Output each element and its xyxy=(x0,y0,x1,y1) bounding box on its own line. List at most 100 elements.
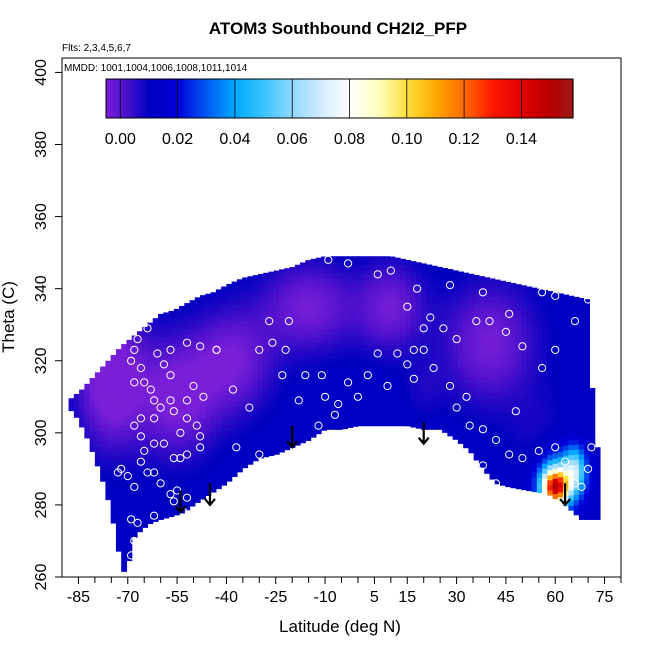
heatmap-cell xyxy=(468,427,475,434)
heatmap-cell xyxy=(173,317,180,324)
heatmap-cell xyxy=(252,374,259,381)
heatmap-cell xyxy=(594,473,601,480)
heatmap-cell xyxy=(247,292,254,299)
heatmap-cell xyxy=(257,273,264,277)
heatmap-cell xyxy=(452,358,459,365)
heatmap-cell xyxy=(394,309,401,316)
heatmap-cell xyxy=(136,331,143,336)
heatmap-cell xyxy=(389,390,396,396)
heatmap-cell xyxy=(473,274,480,279)
heatmap-cell xyxy=(189,410,196,416)
heatmap-cell xyxy=(294,303,301,310)
heatmap-cell xyxy=(489,388,496,394)
heatmap-cell xyxy=(115,546,122,552)
heatmap-cell xyxy=(147,457,154,464)
heatmap-cell xyxy=(231,360,238,366)
heatmap-cell xyxy=(499,424,506,431)
heatmap-cell xyxy=(510,321,517,327)
heatmap-cell xyxy=(205,354,212,360)
heatmap-cell xyxy=(152,379,159,386)
heatmap-cell xyxy=(273,270,280,274)
heatmap-cell xyxy=(273,433,280,440)
heatmap-cell xyxy=(315,403,322,409)
heatmap-cell xyxy=(478,325,485,332)
heatmap-cell xyxy=(331,414,338,420)
heatmap-cell xyxy=(257,392,264,398)
heatmap-cell xyxy=(194,350,201,357)
sample-point xyxy=(491,479,501,488)
colorbar-cell xyxy=(396,79,400,118)
heatmap-cell xyxy=(215,402,222,409)
colorbar-cell xyxy=(139,79,143,118)
heatmap-cell xyxy=(131,507,138,513)
heatmap-cell xyxy=(158,463,164,470)
heatmap-cell xyxy=(410,300,417,307)
heatmap-cell xyxy=(247,317,254,324)
heatmap-cell xyxy=(126,499,133,506)
colorbar-cell xyxy=(381,79,385,118)
x-tick-label: 75 xyxy=(596,589,614,606)
heatmap-cell xyxy=(505,330,512,336)
heatmap-cell xyxy=(400,410,406,417)
heatmap-cell xyxy=(505,481,512,488)
heatmap-cell xyxy=(163,396,170,403)
heatmap-cell xyxy=(573,363,580,369)
heatmap-cell xyxy=(331,308,338,314)
heatmap-cell xyxy=(531,365,538,371)
heatmap-cell xyxy=(147,367,154,373)
heatmap-cell xyxy=(468,387,475,393)
heatmap-cell xyxy=(584,322,591,329)
sample-point xyxy=(182,450,192,459)
heatmap-cell xyxy=(315,272,322,278)
heatmap-cell xyxy=(226,465,233,472)
x-tick-label: 45 xyxy=(497,589,515,606)
heatmap-cell xyxy=(252,430,259,437)
heatmap-cell xyxy=(373,405,380,412)
colorbar-cell xyxy=(155,79,159,118)
heatmap-cell xyxy=(236,436,243,443)
heatmap-cell xyxy=(352,335,359,342)
heatmap-cell xyxy=(552,397,559,404)
heatmap-cell xyxy=(215,347,222,353)
heatmap-cell xyxy=(136,526,143,533)
heatmap-cell xyxy=(410,386,417,393)
heatmap-cell xyxy=(168,481,175,487)
heatmap-cell xyxy=(305,405,312,411)
heatmap-cell xyxy=(189,300,196,305)
heatmap-cell xyxy=(168,370,175,376)
heatmap-cell xyxy=(442,427,448,433)
heatmap-cell xyxy=(205,439,212,446)
heatmap-cell xyxy=(126,489,133,496)
heatmap-cell xyxy=(215,306,222,313)
heatmap-cell xyxy=(405,415,412,422)
heatmap-cell xyxy=(163,487,170,494)
heatmap-cell xyxy=(389,365,396,371)
heatmap-cell xyxy=(468,311,475,318)
heatmap-cell xyxy=(342,312,349,319)
heatmap-cell xyxy=(515,306,522,313)
heatmap-cell xyxy=(578,473,585,480)
heatmap-cell xyxy=(373,279,380,285)
heatmap-cell xyxy=(584,489,591,495)
heatmap-cell xyxy=(210,401,217,407)
colorbar-cell xyxy=(308,79,312,118)
heatmap-cell xyxy=(236,451,243,458)
heatmap-cell xyxy=(457,392,464,399)
heatmap-cell xyxy=(126,525,133,531)
heatmap-cell xyxy=(310,265,317,272)
heatmap-cell xyxy=(210,310,217,316)
heatmap-cell xyxy=(268,445,275,452)
heatmap-cell xyxy=(378,365,385,371)
heatmap-cell xyxy=(400,349,406,356)
sample-point xyxy=(511,407,520,416)
heatmap-cell xyxy=(94,400,101,406)
heatmap-cell xyxy=(226,445,233,452)
heatmap-cell xyxy=(494,307,501,313)
heatmap-cell xyxy=(221,454,228,461)
heatmap-cell xyxy=(494,473,501,480)
heatmap-cell xyxy=(447,360,454,366)
heatmap-cell xyxy=(578,352,585,359)
heatmap-cell xyxy=(584,337,591,344)
heatmap-cell xyxy=(363,256,370,260)
heatmap-cell xyxy=(231,456,238,462)
